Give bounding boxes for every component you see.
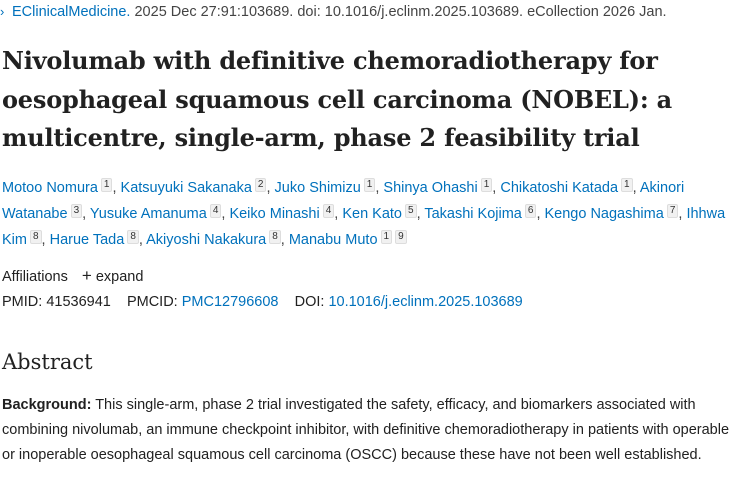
affiliation-ref[interactable]: 5 <box>405 204 417 218</box>
affiliation-ref[interactable]: 2 <box>254 178 267 192</box>
author-name-link[interactable]: Kengo Nagashima <box>544 206 664 222</box>
author: Shinya Ohashi 1, <box>383 178 501 196</box>
affiliation-ref[interactable]: 1 <box>363 178 376 192</box>
author-name-link[interactable]: Ken Kato <box>342 206 402 222</box>
affiliations-label: Affiliations <box>2 269 68 285</box>
affiliations: Affiliations + expand <box>2 266 143 286</box>
author: Yusuke Amanuma 4, <box>89 204 230 222</box>
author-name-link[interactable]: Akiyoshi Nakakura <box>146 232 267 248</box>
pmid-label: PMID: <box>2 294 43 310</box>
affiliation-ref[interactable]: 1 <box>380 230 393 244</box>
author: Manabu Muto 1 9 <box>288 230 407 248</box>
author-name-link[interactable]: Manabu Muto <box>288 232 378 248</box>
affiliation-ref[interactable]: 8 <box>269 230 281 244</box>
author: Takashi Kojima 6, <box>424 204 545 222</box>
author-name-link[interactable]: Katsuyuki Sakanaka <box>120 180 252 196</box>
article-ids: PMID: 41536941 PMCID: PMC12796608 DOI: 1… <box>2 294 523 310</box>
article-title: Nivolumab with definitive chemoradiother… <box>2 46 673 152</box>
abstract-heading: Abstract <box>2 350 93 374</box>
author: Motoo Nomura 1, <box>2 178 121 196</box>
citation: › EClinicalMedicine. 2025 Dec 27:91:10368… <box>0 4 667 20</box>
author-name-link[interactable]: Chikatoshi Katada <box>500 180 619 196</box>
citation-details: 2025 Dec 27:91:103689. doi: 10.1016/j.ec… <box>130 4 667 20</box>
author-name-link[interactable]: Keiko Minashi <box>229 206 320 222</box>
affiliation-ref[interactable]: 9 <box>395 230 407 244</box>
affiliation-ref[interactable]: 4 <box>322 204 335 218</box>
author-name-link[interactable]: Ihhwa Kim <box>2 206 726 248</box>
author: Kengo Nagashima 7, <box>544 204 687 222</box>
affiliation-ref[interactable]: 1 <box>100 178 113 192</box>
chevron-right-icon[interactable]: › <box>0 4 5 19</box>
expand-affiliations-button[interactable]: + expand <box>72 266 144 285</box>
author-name-link[interactable]: Takashi Kojima <box>424 206 522 222</box>
author: Katsuyuki Sakanaka 2, <box>120 178 275 196</box>
author: Harue Tada 8, <box>49 230 147 248</box>
author-name-link[interactable]: Motoo Nomura <box>2 180 98 196</box>
doi-link[interactable]: 10.1016/j.eclinm.2025.103689 <box>328 294 523 310</box>
background-text: This single-arm, phase 2 trial investiga… <box>2 397 730 463</box>
author: Keiko Minashi 4, <box>229 204 343 222</box>
affiliation-ref[interactable]: 1 <box>480 178 493 192</box>
affiliation-ref[interactable]: 6 <box>524 204 537 218</box>
affiliation-ref[interactable]: 1 <box>621 178 633 192</box>
author-name-link[interactable]: Yusuke Amanuma <box>89 206 207 222</box>
affiliation-ref[interactable]: 3 <box>70 204 83 218</box>
journal-link[interactable]: EClinicalMedicine. <box>12 4 131 20</box>
doi-label: DOI: <box>294 294 325 310</box>
author-name-link[interactable]: Juko Shimizu <box>274 180 361 196</box>
author: Ihhwa Kim 8, <box>2 206 726 248</box>
author: Ken Kato 5, <box>342 204 425 222</box>
pmcid-label: PMCID: <box>126 294 178 310</box>
author-name-link[interactable]: Harue Tada <box>49 232 125 248</box>
author: Juko Shimizu 1, <box>274 178 384 196</box>
affiliation-ref[interactable]: 4 <box>209 204 222 218</box>
author-name-link[interactable]: Akinori Watanabe <box>2 180 685 222</box>
abstract-background: Background: This single-arm, phase 2 tri… <box>2 393 742 468</box>
author: Akinori Watanabe 3, <box>2 180 685 222</box>
background-label: Background: <box>2 397 92 413</box>
author-list: Motoo Nomura 1, Katsuyuki Sakanaka 2, Juko… <box>2 175 747 253</box>
author: Chikatoshi Katada 1, <box>500 178 640 196</box>
author-name-link[interactable]: Shinya Ohashi <box>383 180 478 196</box>
pmid-value: 41536941 <box>46 294 111 310</box>
plus-icon: + <box>81 266 92 285</box>
pmcid-link[interactable]: PMC12796608 <box>181 294 279 310</box>
affiliation-ref[interactable]: 8 <box>29 230 42 244</box>
affiliation-ref[interactable]: 8 <box>127 230 139 244</box>
affiliation-ref[interactable]: 7 <box>666 204 679 218</box>
expand-label: expand <box>95 269 144 285</box>
author: Akiyoshi Nakakura 8, <box>146 230 289 248</box>
